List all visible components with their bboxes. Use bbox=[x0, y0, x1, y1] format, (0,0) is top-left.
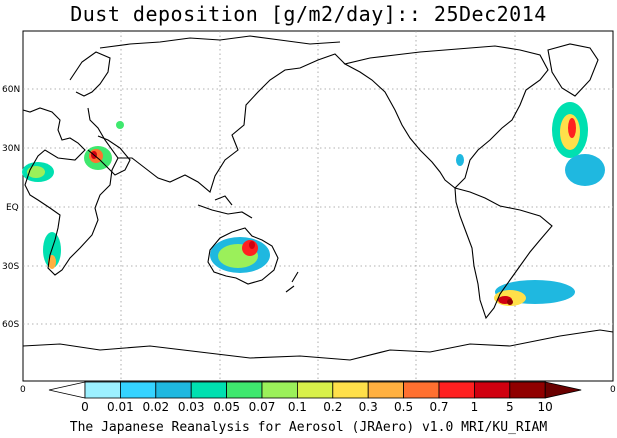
coastline-siberia-north bbox=[99, 35, 341, 49]
lat-label-eq: EQ bbox=[6, 203, 19, 213]
coastlines bbox=[22, 35, 614, 361]
colorbar-segment bbox=[120, 381, 157, 399]
colorbar-tick-label: 0.5 bbox=[394, 400, 413, 414]
colorbar-arrow-right bbox=[544, 381, 582, 399]
map-title: Dust deposition [g/m2/day]:: 25Dec2014 bbox=[70, 2, 547, 26]
colorbar: 0 0.01 0.02 0.03 0.05 0.07 0.1 0.2 0.3 0.5 0.7 1 5 10 bbox=[48, 381, 582, 414]
lat-label-30n: 30N bbox=[2, 144, 20, 154]
coastline-indonesia bbox=[197, 195, 253, 219]
colorbar-segment bbox=[403, 381, 440, 399]
dust-blob bbox=[249, 241, 255, 249]
graticule bbox=[23, 31, 613, 381]
colorbar-tick-label: 0.01 bbox=[107, 400, 134, 414]
coastline-europe-africa bbox=[22, 107, 119, 276]
coastline-south-america bbox=[454, 187, 553, 320]
dust-blob bbox=[116, 121, 124, 129]
colorbar-tick-label: 0.7 bbox=[429, 400, 448, 414]
dust-blob bbox=[565, 154, 605, 186]
colorbar-segment bbox=[261, 381, 298, 399]
dust-blob bbox=[568, 118, 576, 138]
colorbar-segment bbox=[84, 381, 121, 399]
colorbar-tick-label: 10 bbox=[538, 400, 553, 414]
lat-label-30s: 30S bbox=[2, 262, 19, 272]
coastline-arabia bbox=[87, 135, 131, 176]
colorbar-tick-label: 0.3 bbox=[359, 400, 378, 414]
colorbar-tick-label: 5 bbox=[506, 400, 514, 414]
lon-label-left: 0 bbox=[20, 385, 26, 395]
coastline-north-america bbox=[343, 45, 549, 189]
coastline-new-zealand bbox=[285, 271, 299, 293]
latitude-labels: 60N 30N EQ 30S 60S bbox=[2, 85, 20, 330]
lat-label-60n: 60N bbox=[2, 85, 20, 95]
colorbar-segment bbox=[509, 381, 546, 399]
coastline-antarctica bbox=[22, 329, 614, 361]
colorbar-segment bbox=[190, 381, 227, 399]
lat-label-60s: 60S bbox=[2, 320, 19, 330]
colorbar-segment bbox=[473, 381, 511, 399]
colorbar-tick-label: 0.03 bbox=[178, 400, 205, 414]
data-credit: The Japanese Reanalysis for Aerosol (JRA… bbox=[69, 420, 548, 435]
colorbar-segment bbox=[367, 381, 405, 399]
colorbar-arrow-left bbox=[48, 381, 86, 399]
coastline-scandinavia bbox=[69, 51, 111, 97]
colorbar-tick-label: 0.1 bbox=[288, 400, 307, 414]
colorbar-tick-label: 0.05 bbox=[213, 400, 240, 414]
coastline-asia bbox=[118, 53, 346, 193]
dust-blob bbox=[27, 166, 45, 178]
colorbar-tick-label: 0.07 bbox=[249, 400, 276, 414]
coastline-australia bbox=[207, 227, 279, 285]
dust-blob bbox=[456, 154, 464, 166]
colorbar-segment bbox=[296, 381, 334, 399]
colorbar-tick-label: 0.02 bbox=[142, 400, 169, 414]
colorbar-tick-label: 1 bbox=[471, 400, 479, 414]
coastline-greenland bbox=[547, 43, 599, 97]
colorbar-segment bbox=[332, 381, 369, 399]
dust-blob bbox=[507, 299, 513, 305]
colorbar-tick-label: 0 bbox=[81, 400, 89, 414]
lon-label-right: 0 bbox=[610, 385, 616, 395]
colorbar-segment bbox=[226, 381, 263, 399]
colorbar-segment bbox=[155, 381, 192, 399]
colorbar-segment bbox=[438, 381, 475, 399]
colorbar-tick-label: 0.2 bbox=[323, 400, 342, 414]
